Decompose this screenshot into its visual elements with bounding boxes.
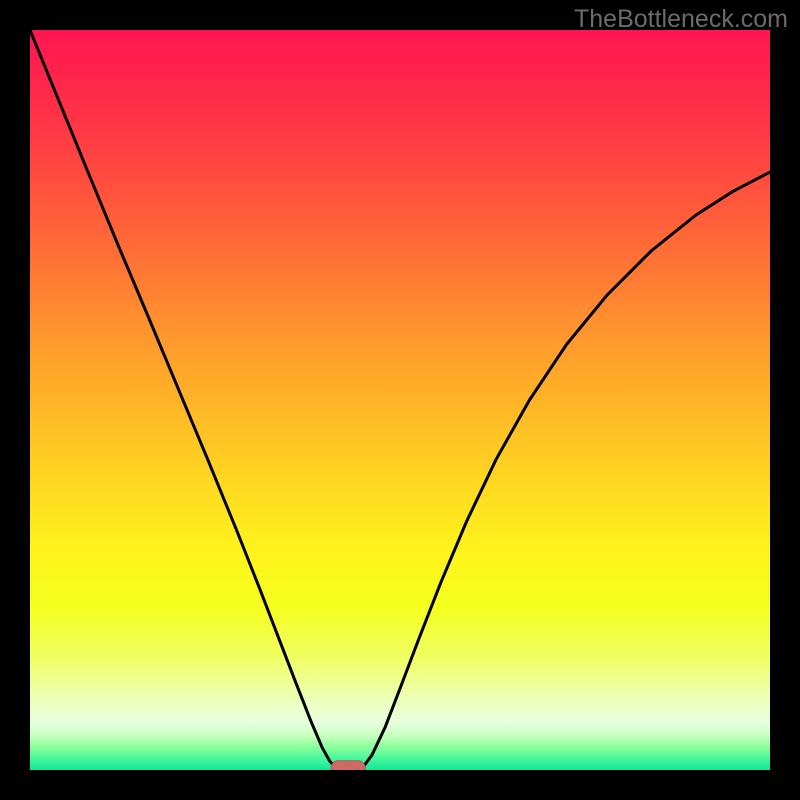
chart-svg xyxy=(30,30,770,770)
chart-container: TheBottleneck.com xyxy=(0,0,800,800)
bottleneck-curve xyxy=(30,30,770,770)
watermark-label: TheBottleneck.com xyxy=(574,5,788,34)
plot-area xyxy=(30,30,770,770)
optimal-marker xyxy=(331,761,365,770)
